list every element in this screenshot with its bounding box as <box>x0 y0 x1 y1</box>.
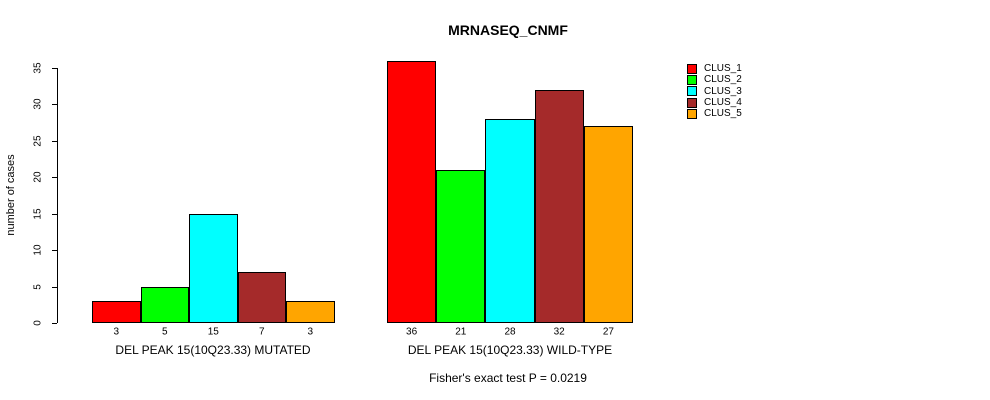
bar-clus_4 <box>534 89 584 323</box>
bar-clus_5 <box>583 126 633 323</box>
bar-clus_3 <box>485 119 535 323</box>
legend-item: CLUS_4 <box>687 97 742 108</box>
y-tick <box>52 68 57 69</box>
legend-item: CLUS_5 <box>687 108 742 119</box>
y-tick <box>52 177 57 179</box>
chart-title: MRNASEQ_CNMF <box>448 22 568 38</box>
bar-value-label: 36 <box>406 326 418 338</box>
bar-value-label: 5 <box>161 326 168 338</box>
legend: CLUS_1 CLUS_2 CLUS_3 CLUS_4 CLUS_5 <box>687 63 742 119</box>
bar-value-label: 32 <box>553 326 565 338</box>
y-tick <box>52 286 57 288</box>
y-tick <box>52 323 57 324</box>
bar-clus_5 <box>286 301 335 323</box>
group-label-wildtype: DEL PEAK 15(10Q23.33) WILD-TYPE <box>407 343 613 357</box>
legend-label: CLUS_3 <box>704 85 742 97</box>
bar-clus_2 <box>436 170 486 323</box>
legend-color-swatch <box>687 108 697 119</box>
bar-value-label: 21 <box>455 326 467 338</box>
y-tick <box>52 250 57 252</box>
y-tick <box>52 104 57 106</box>
legend-label: CLUS_5 <box>704 108 742 120</box>
legend-color-swatch <box>687 86 697 97</box>
y-tick <box>52 213 57 215</box>
bar-value-label: 27 <box>602 326 614 338</box>
fisher-test-annotation: Fisher's exact test P = 0.0219 <box>429 371 587 385</box>
legend-label: CLUS_4 <box>704 97 742 109</box>
bar-value-label: 7 <box>258 326 265 338</box>
group-label-mutated: DEL PEAK 15(10Q23.33) MUTATED <box>115 343 311 357</box>
legend-color-swatch <box>687 74 697 85</box>
bar-value-label: 3 <box>307 326 314 338</box>
bar-clus_2 <box>140 286 189 323</box>
bar-clus_4 <box>237 272 286 323</box>
legend-label: CLUS_2 <box>704 74 742 86</box>
bar-clus_1 <box>387 60 437 323</box>
bar-clus_3 <box>189 213 238 323</box>
legend-item: CLUS_2 <box>687 74 742 85</box>
bar-clus_1 <box>92 301 141 323</box>
legend-color-swatch <box>687 63 697 74</box>
bar-value-label: 3 <box>113 326 120 338</box>
bar-value-label: 28 <box>504 326 516 338</box>
legend-color-swatch <box>687 97 697 108</box>
legend-item: CLUS_3 <box>687 86 742 97</box>
y-axis-line <box>57 68 58 323</box>
legend-label: CLUS_1 <box>704 63 742 75</box>
bar-value-label: 15 <box>207 326 219 338</box>
y-tick <box>52 140 57 142</box>
legend-item: CLUS_1 <box>687 63 742 74</box>
